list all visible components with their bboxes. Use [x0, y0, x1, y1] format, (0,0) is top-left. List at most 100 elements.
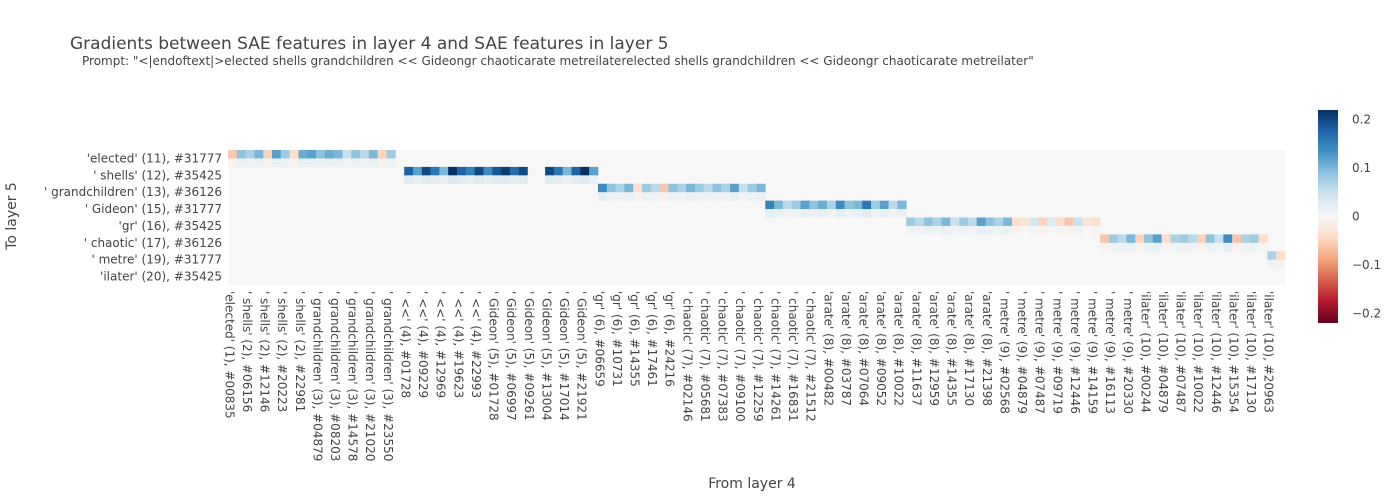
heatmap-cell: [333, 150, 343, 159]
heatmap-cell: [800, 200, 810, 210]
x-tick-label: ' metre' (9), #07487: [1033, 291, 1047, 414]
heatmap-cell: [1055, 225, 1066, 235]
heatmap-cell: [941, 217, 951, 227]
heatmap-cell: [1152, 242, 1162, 252]
x-tick-label: 'ilater' (10), #15354: [1227, 291, 1241, 413]
heatmap-cell: [597, 192, 608, 201]
heatmap-cell: [774, 200, 784, 210]
x-tick-label: ' shells' (2), #22981: [293, 291, 307, 412]
heatmap-cell: [351, 150, 361, 159]
heatmap-cell: [624, 183, 634, 193]
colorbar-ticks: 0.2 0.1 0 −0.1 −0.2: [1352, 113, 1381, 321]
heatmap-cell: [553, 166, 564, 176]
x-tick-label: ' Gideon' (5), #01728: [487, 291, 501, 421]
heatmap-cell: [280, 158, 290, 168]
x-tick-label: ' grandchildren' (3), #04879: [310, 291, 324, 461]
y-tick-label: 'gr' (16), #35425: [119, 219, 222, 233]
heatmap-cell: [1179, 242, 1189, 252]
heatmap-cell: [1020, 217, 1030, 227]
heatmap-cell: [289, 150, 299, 159]
x-tick-label: 'ilater' (10), #17130: [1244, 291, 1258, 413]
x-tick-label: ' grandchildren' (3), #08203: [328, 291, 342, 461]
heatmap-cell: [1232, 234, 1242, 244]
heatmap-cell: [668, 183, 678, 193]
heatmap-cell: [703, 183, 713, 193]
heatmap-cell: [1073, 225, 1083, 235]
heatmap-cell: [1091, 225, 1101, 235]
heatmap-cell: [553, 175, 564, 185]
x-axis-ticks: 'elected' (1), #00835 ' shells' (2), #061…: [222, 291, 1275, 461]
heatmap-cell: [1223, 234, 1233, 244]
x-tick-label: 'gr' (6), #24216: [663, 291, 677, 387]
heatmap-cell: [950, 225, 960, 235]
y-tick-label: ' chaotic' (17), #36126: [84, 236, 222, 250]
heatmap-cell: [897, 209, 907, 218]
x-tick-label: ' metre' (9), #12446: [1068, 291, 1082, 414]
heatmap-cell: [254, 150, 264, 159]
heatmap-cell: [1064, 225, 1074, 235]
heatmap-cell: [906, 225, 916, 235]
heatmap-cell: [1003, 217, 1013, 227]
heatmap-cell: [818, 209, 828, 218]
colorbar-tick-label: 0: [1352, 210, 1360, 224]
heatmap-cell: [888, 209, 898, 218]
heatmap-cell: [1179, 234, 1189, 244]
x-tick-label: ' grandchildren' (3), #14578: [346, 291, 360, 461]
heatmap-cell: [360, 150, 370, 159]
heatmap-cell: [1029, 217, 1039, 227]
heatmap-cell: [501, 175, 511, 185]
heatmap-cell: [721, 183, 731, 193]
heatmap-cell: [412, 175, 423, 185]
heatmap-cell: [342, 150, 352, 159]
heatmap-cell: [1196, 242, 1207, 252]
x-tick-label: ' grandchildren' (3), #23550: [381, 291, 395, 461]
heatmap-cell: [474, 175, 484, 185]
heatmap-cell: [509, 175, 519, 185]
x-tick-label: 'ilater' (10), #10022: [1191, 291, 1205, 413]
heatmap-cell: [615, 183, 625, 193]
heatmap-cell: [272, 150, 282, 159]
x-tick-label: ' chaotic' (7), #12259: [751, 291, 765, 422]
x-tick-label: 'ilater' (10), #12446: [1209, 291, 1223, 413]
heatmap-cell: [589, 166, 599, 176]
heatmap-cell: [747, 192, 757, 201]
heatmap-cell: [967, 217, 978, 227]
heatmap-cell: [994, 217, 1004, 227]
y-tick-label: ' metre' (19), #31777: [91, 253, 222, 267]
heatmap-cell: [465, 166, 475, 176]
heatmap-cell: [897, 200, 907, 210]
heatmap-cell: [1267, 259, 1277, 269]
heatmap-cell: [562, 175, 572, 185]
heatmap-cell: [562, 166, 572, 176]
heatmap-cell: [1223, 242, 1233, 252]
heatmap-cell: [439, 166, 449, 176]
x-tick-label: ' shells' (2), #06156: [240, 291, 254, 412]
x-tick-label: 'ilater' (10), #04879: [1156, 291, 1170, 413]
heatmap-cell: [386, 150, 396, 159]
heatmap-cell: [1003, 225, 1013, 235]
heatmap-cell: [492, 175, 502, 185]
heatmap-cell: [298, 158, 308, 168]
heatmap-cell: [1144, 242, 1154, 252]
x-tick-label: 'gr' (6), #10731: [610, 291, 624, 387]
heatmap-cell: [976, 217, 986, 227]
heatmap-cell: [1161, 234, 1171, 244]
heatmap-cell: [686, 192, 696, 201]
heatmap-cell: [263, 150, 273, 159]
heatmap-cell: [994, 225, 1004, 235]
heatmap-cell: [1214, 234, 1224, 244]
heatmap-cell: [1276, 251, 1286, 260]
heatmap-cell: [518, 166, 528, 176]
heatmap-cell: [263, 158, 273, 168]
heatmap-cell: [421, 175, 431, 185]
heatmap-cell: [360, 158, 370, 168]
heatmap-cell: [571, 166, 581, 176]
heatmap-cell: [826, 200, 837, 210]
x-tick-label: ' chaotic' (7), #02146: [680, 291, 694, 422]
heatmap-cell: [782, 209, 793, 218]
heatmap-cell: [597, 183, 608, 193]
heatmap-cell: [1108, 234, 1118, 244]
heatmap-cell: [342, 158, 352, 168]
heatmap-cell: [324, 150, 334, 159]
heatmap-cell: [950, 217, 960, 227]
